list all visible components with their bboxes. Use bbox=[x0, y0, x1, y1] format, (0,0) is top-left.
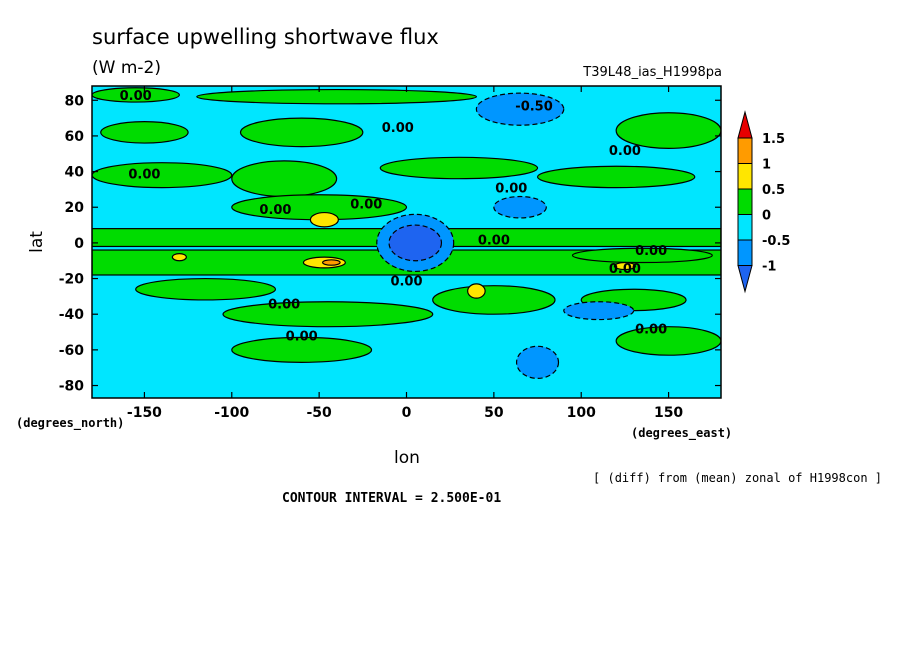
x-tick-label-5: 100 bbox=[567, 405, 596, 421]
colorbar-cap-top bbox=[737, 110, 753, 139]
contour-label-3: 0.00 bbox=[609, 144, 641, 159]
region-blob-4 bbox=[100, 121, 189, 144]
y-tick-label-2: 40 bbox=[65, 165, 85, 181]
y-tick-label-4: 0 bbox=[74, 236, 84, 252]
region-blob-16 bbox=[615, 326, 721, 356]
region-blob-2 bbox=[92, 87, 180, 103]
colorbar-segment-4 bbox=[737, 137, 753, 164]
colorbar-segment-3 bbox=[737, 163, 753, 190]
region-blob-30 bbox=[613, 261, 636, 271]
chart-units: (W m-2) bbox=[92, 58, 161, 78]
contour-label-12: 0.00 bbox=[268, 298, 300, 313]
plot-area: 0.00 -0.50 0.00 0.00 0.00 0.00 0.00 0.00 0.00 0.0… bbox=[92, 86, 721, 398]
y-tick-label-8: -80 bbox=[59, 379, 85, 395]
y-tick-label-5: -20 bbox=[59, 272, 85, 288]
y-tick-label-3: 20 bbox=[65, 200, 85, 216]
colorbar-label-5: -1 bbox=[762, 260, 776, 275]
y-unit-label: (degrees_north) bbox=[16, 416, 124, 431]
region-blob-24 bbox=[388, 224, 443, 262]
contour-label-14: 0.00 bbox=[635, 322, 667, 337]
footnote: [ (diff) from (mean) zonal of H1998con ] bbox=[593, 471, 882, 485]
contour-label-7: 0.00 bbox=[350, 198, 382, 213]
chart-title: surface upwelling shortwave flux bbox=[92, 25, 439, 49]
x-tick-label-4: 50 bbox=[484, 405, 504, 421]
colorbar: 1.5 1 0.5 0 -0.5 -1 bbox=[737, 110, 790, 294]
region-blob-15 bbox=[231, 336, 373, 363]
region-blob-28 bbox=[171, 252, 187, 262]
region-blob-18 bbox=[571, 247, 713, 264]
contour-label-13: 0.00 bbox=[286, 330, 318, 345]
colorbar-label-1: 1 bbox=[762, 158, 771, 173]
region-blob-3 bbox=[196, 88, 477, 105]
contour-label-2: 0.00 bbox=[382, 121, 414, 136]
region-blob-12 bbox=[135, 277, 277, 301]
y-axis-label: lat bbox=[27, 231, 47, 253]
y-tick-label-6: -40 bbox=[59, 307, 85, 323]
colorbar-label-3: 0 bbox=[762, 209, 771, 224]
x-tick-label-1: -100 bbox=[214, 405, 249, 421]
contour-label-8: 0.00 bbox=[478, 233, 510, 248]
x-unit-label: (degrees_east) bbox=[631, 426, 732, 441]
contour-label-9: 0.00 bbox=[635, 244, 667, 259]
colorbar-segment-2 bbox=[737, 188, 753, 215]
contour-interval: CONTOUR INTERVAL = 2.500E-01 bbox=[282, 491, 501, 506]
colorbar-segment-0 bbox=[737, 239, 753, 266]
contour-label-11: 0.00 bbox=[390, 274, 422, 289]
colorbar-label-0: 1.5 bbox=[762, 132, 785, 147]
region-blob-20 bbox=[493, 195, 547, 219]
contour-label-4: 0.00 bbox=[128, 167, 160, 182]
region-blob-27 bbox=[322, 259, 341, 266]
y-tick-label-7: -60 bbox=[59, 343, 85, 359]
colorbar-cap-bottom bbox=[737, 265, 753, 294]
region-blob-10 bbox=[536, 165, 696, 189]
colorbar-segment-1 bbox=[737, 214, 753, 241]
contour-labels: 0.00 -0.50 0.00 0.00 0.00 0.00 0.00 0.00 0.00 0.0… bbox=[120, 89, 668, 345]
axis-ticks: -150 -100 -50 0 50 100 150 80 60 40 20 0 -20 -40 -60 -8… bbox=[59, 86, 721, 421]
region-blob-8 bbox=[379, 156, 539, 180]
colorbar-label-4: -0.5 bbox=[762, 234, 790, 249]
region-blob-19 bbox=[475, 92, 565, 126]
shaded-regions bbox=[92, 87, 721, 379]
colorbar-label-2: 0.5 bbox=[762, 183, 785, 198]
y-tick-label-1: 60 bbox=[65, 129, 85, 145]
region-blob-21 bbox=[563, 301, 635, 321]
contour-label-10: 0.00 bbox=[609, 262, 641, 277]
region-blob-22 bbox=[515, 345, 560, 379]
contour-label-6: 0.00 bbox=[259, 203, 291, 218]
region-blob-9 bbox=[615, 112, 721, 149]
region-blob-14 bbox=[222, 301, 434, 328]
x-tick-label-6: 150 bbox=[654, 405, 683, 421]
region-blob-7 bbox=[231, 160, 338, 198]
region-blob-25 bbox=[309, 211, 339, 228]
region-blob-5 bbox=[239, 117, 364, 148]
region-blob-29 bbox=[467, 283, 486, 299]
contour-label-1: -0.50 bbox=[515, 100, 552, 115]
x-axis-label: lon bbox=[394, 448, 420, 468]
x-tick-label-3: 0 bbox=[402, 405, 412, 421]
run-label: T39L48_ias_H1998pa bbox=[582, 65, 722, 80]
region-blob-6 bbox=[92, 162, 233, 189]
region-blob-13 bbox=[432, 285, 556, 315]
y-tick-label-0: 80 bbox=[65, 93, 85, 109]
contour-label-5: 0.00 bbox=[495, 182, 527, 197]
contour-label-0: 0.00 bbox=[120, 89, 152, 104]
x-tick-label-2: -50 bbox=[306, 405, 332, 421]
x-tick-label-0: -150 bbox=[127, 405, 162, 421]
